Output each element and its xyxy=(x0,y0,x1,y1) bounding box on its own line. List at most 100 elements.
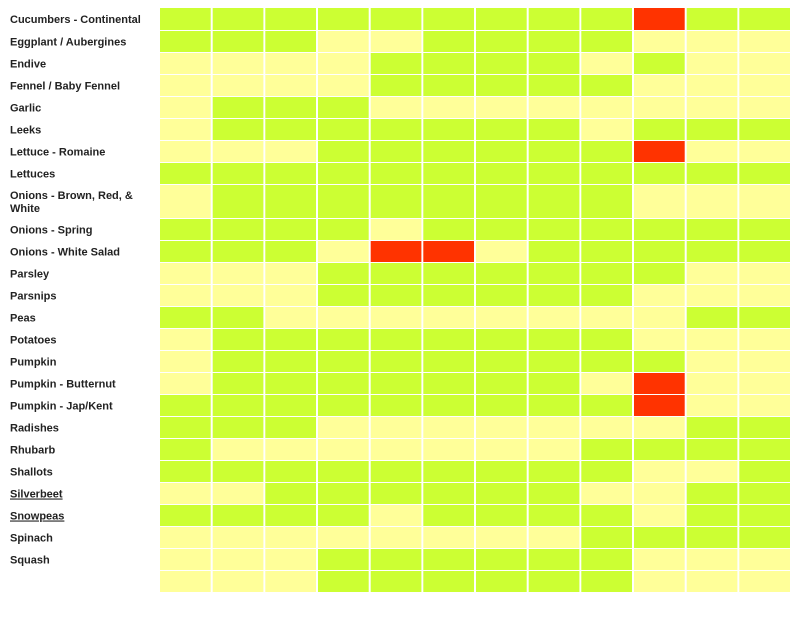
row-label: Lettuce - Romaine xyxy=(10,147,105,159)
heatmap-cell xyxy=(160,263,211,284)
heatmap-cell xyxy=(265,163,316,184)
heatmap-cell xyxy=(265,417,316,438)
heatmap-cell xyxy=(212,119,264,140)
heatmap-cell xyxy=(528,163,580,184)
heatmap-cell xyxy=(634,483,685,504)
heatmap-cell xyxy=(476,417,527,438)
heatmap-cell xyxy=(212,31,264,52)
heatmap-cell xyxy=(318,119,369,140)
heatmap-cell xyxy=(160,75,211,96)
heatmap-cell xyxy=(528,395,580,416)
row-label: Pumpkin - Butternut xyxy=(10,379,116,391)
heatmap-cell xyxy=(265,483,316,504)
heatmap-cell xyxy=(739,307,790,328)
heatmap-cell xyxy=(476,75,527,96)
row-label: Potatoes xyxy=(10,335,56,347)
heatmap-cell xyxy=(686,119,738,140)
heatmap-cell xyxy=(160,163,211,184)
heatmap-cell xyxy=(528,439,580,460)
heatmap-cell xyxy=(581,219,632,240)
heatmap-cell xyxy=(423,307,474,328)
heatmap-cell xyxy=(634,285,685,306)
heatmap-cell xyxy=(686,241,738,262)
heatmap-cell xyxy=(212,571,264,592)
heatmap-cell xyxy=(160,307,211,328)
heatmap-cell xyxy=(476,329,527,350)
heatmap-cell xyxy=(739,549,790,570)
heatmap-cell xyxy=(318,571,369,592)
row-label: Leeks xyxy=(10,125,41,137)
heatmap-cell xyxy=(423,549,474,570)
heatmap-cell xyxy=(318,549,369,570)
heatmap-cell xyxy=(318,8,369,30)
heatmap-cell xyxy=(686,75,738,96)
heatmap-cell xyxy=(581,75,632,96)
heatmap-cell xyxy=(476,8,527,30)
heatmap-cell xyxy=(581,373,632,394)
heatmap-cell xyxy=(528,31,580,52)
heatmap-cell xyxy=(370,8,422,30)
heatmap-cell xyxy=(212,285,264,306)
heatmap-cell xyxy=(739,219,790,240)
heatmap-cell xyxy=(476,219,527,240)
heatmap-cell xyxy=(212,241,264,262)
heatmap-cell xyxy=(686,417,738,438)
heatmap-cell xyxy=(370,395,422,416)
heatmap-cell xyxy=(265,285,316,306)
heatmap-cell xyxy=(634,329,685,350)
heatmap-cell xyxy=(528,75,580,96)
heatmap-cell xyxy=(423,97,474,118)
heatmap-cell xyxy=(160,571,211,592)
heatmap-cell xyxy=(581,185,632,218)
heatmap-cell xyxy=(686,549,738,570)
heatmap-cell xyxy=(212,53,264,74)
heatmap-cell xyxy=(212,527,264,548)
heatmap-cell xyxy=(634,307,685,328)
heatmap-cell xyxy=(265,31,316,52)
heatmap-cell xyxy=(160,31,211,52)
heatmap-cell xyxy=(265,439,316,460)
heatmap-cell xyxy=(739,185,790,218)
heatmap-cell xyxy=(212,373,264,394)
heatmap-cell xyxy=(160,439,211,460)
heatmap-cell xyxy=(423,31,474,52)
heatmap-cell xyxy=(423,505,474,526)
heatmap-cell xyxy=(265,241,316,262)
heatmap-cell xyxy=(634,75,685,96)
heatmap-cell xyxy=(370,119,422,140)
heatmap-cell xyxy=(160,549,211,570)
heatmap-cell xyxy=(739,527,790,548)
heatmap-cell xyxy=(686,483,738,504)
heatmap-cell xyxy=(581,461,632,482)
heatmap-cell xyxy=(265,219,316,240)
heatmap-cell xyxy=(423,461,474,482)
heatmap-cell xyxy=(581,53,632,74)
heatmap-cell xyxy=(160,241,211,262)
heatmap-cell xyxy=(160,483,211,504)
heatmap-cell xyxy=(739,483,790,504)
heatmap-cell xyxy=(370,75,422,96)
heatmap-cell xyxy=(160,219,211,240)
heatmap-cell xyxy=(528,307,580,328)
heatmap-cell xyxy=(318,163,369,184)
heatmap-cell xyxy=(476,439,527,460)
heatmap-cell xyxy=(318,527,369,548)
heatmap-cell xyxy=(318,141,369,162)
heatmap-cell xyxy=(528,461,580,482)
heatmap-cell xyxy=(686,53,738,74)
heatmap-cell xyxy=(423,185,474,218)
heatmap-cell xyxy=(581,31,632,52)
heatmap-cell xyxy=(581,571,632,592)
row-label: Peas xyxy=(10,313,36,325)
heatmap-cell xyxy=(476,373,527,394)
heatmap-cell xyxy=(423,53,474,74)
heatmap-cell xyxy=(318,395,369,416)
row-label: Pumpkin xyxy=(10,357,57,369)
row-label: Onions - Brown, Red, & White xyxy=(10,190,133,215)
heatmap-cell xyxy=(581,439,632,460)
row-label: Rhubarb xyxy=(10,445,56,457)
heatmap-cell xyxy=(265,141,316,162)
heatmap-cell xyxy=(581,8,632,30)
heatmap-cell xyxy=(160,97,211,118)
heatmap-cell xyxy=(476,483,527,504)
